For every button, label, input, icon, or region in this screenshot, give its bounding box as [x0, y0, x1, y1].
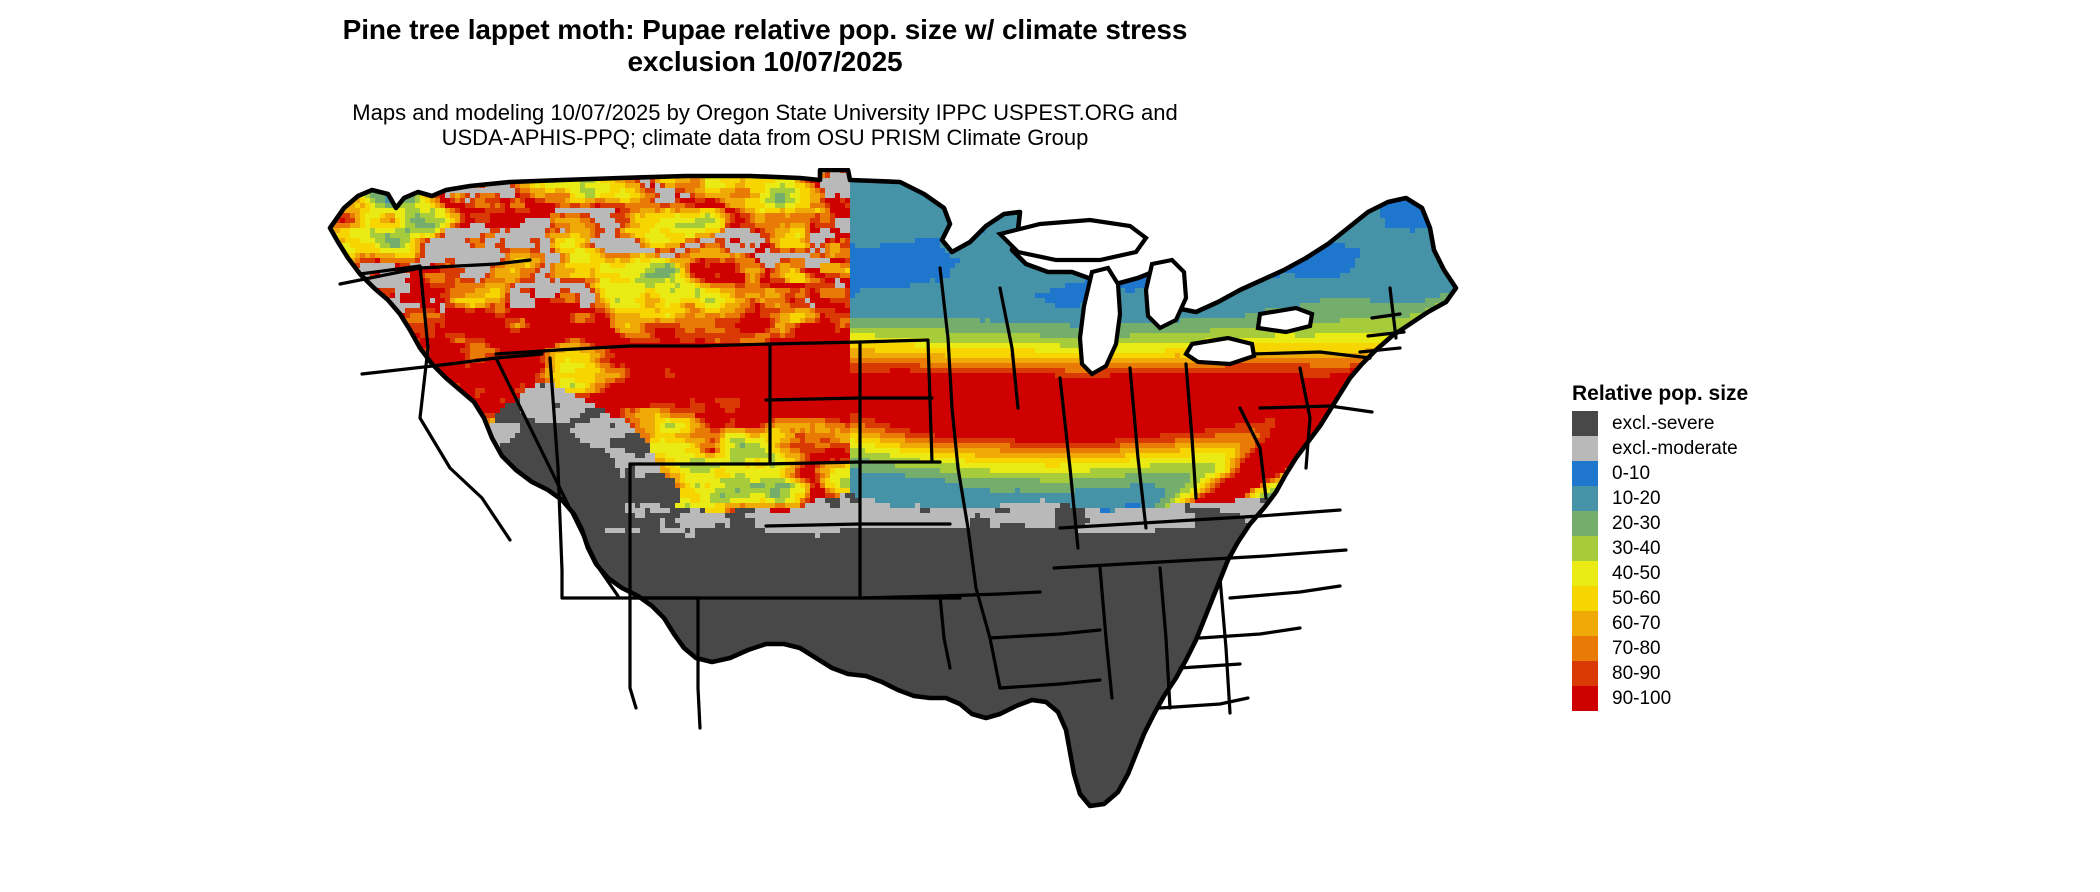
legend-label: 20-30 [1598, 514, 1661, 533]
legend-title: Relative pop. size [1572, 382, 1992, 405]
state-border [1098, 566, 1114, 700]
state-border [1298, 366, 1312, 470]
state-border [988, 628, 1102, 640]
legend-row: 80-90 [1572, 661, 1992, 687]
legend-label: 80-90 [1598, 664, 1661, 683]
legend-row: 20-30 [1572, 511, 1992, 537]
state-border [1178, 662, 1242, 670]
state-border [1370, 312, 1402, 320]
state-border [1058, 508, 1342, 530]
legend-color-swatch [1572, 636, 1598, 662]
legend-color-swatch [1572, 411, 1598, 437]
legend-row: 70-80 [1572, 636, 1992, 662]
legend-color-swatch [1572, 486, 1598, 512]
state-border [998, 286, 1020, 410]
state-border [1052, 548, 1348, 570]
state-border [628, 342, 772, 348]
legend-color-swatch [1572, 536, 1598, 562]
legend-row: 10-20 [1572, 486, 1992, 512]
state-border [548, 356, 564, 572]
state-border [358, 264, 512, 542]
legend-color-swatch [1572, 511, 1598, 537]
state-border [858, 590, 1042, 600]
page-subtitle: Maps and modeling 10/07/2025 by Oregon S… [0, 78, 1530, 150]
legend-label: 30-40 [1598, 539, 1661, 558]
legend-label: 40-50 [1598, 564, 1661, 583]
state-border [1158, 696, 1250, 710]
state-border [1250, 350, 1372, 360]
legend-label: excl.-severe [1598, 414, 1714, 433]
state-border [1198, 626, 1302, 640]
lake [1077, 265, 1123, 377]
lake [1183, 335, 1257, 367]
state-border [1358, 346, 1402, 354]
state-border [1058, 376, 1080, 550]
state-border [1228, 584, 1342, 600]
page-title: Pine tree lappet moth: Pupae relative po… [0, 14, 1530, 78]
legend-rows: excl.-severe excl.-moderate 0-10 10-20 20-30… [1572, 411, 1992, 712]
lake [1143, 257, 1189, 331]
legend-row: excl.-severe [1572, 411, 1992, 437]
state-border [494, 344, 632, 356]
legend: Relative pop. size excl.-severe excl.-mod… [1572, 382, 1992, 712]
legend-row: 50-60 [1572, 586, 1992, 612]
title-block: Pine tree lappet moth: Pupae relative po… [0, 14, 1530, 150]
state-border [360, 352, 544, 376]
state-border [696, 596, 702, 730]
state-border [938, 594, 952, 670]
state-border [926, 338, 934, 464]
legend-label: 90-100 [1598, 689, 1671, 708]
great-lakes [995, 217, 1315, 377]
legend-label: excl.-moderate [1598, 439, 1738, 458]
state-border [938, 266, 1002, 690]
national-outline [327, 168, 1459, 809]
legend-label: 70-80 [1598, 639, 1661, 658]
state-border [628, 596, 638, 710]
lake [995, 217, 1149, 263]
legend-color-swatch [1572, 661, 1598, 687]
legend-color-swatch [1572, 461, 1598, 487]
legend-row: 60-70 [1572, 611, 1992, 637]
legend-color-swatch [1572, 611, 1598, 637]
state-border [338, 258, 532, 286]
legend-row: 30-40 [1572, 536, 1992, 562]
legend-row: 40-50 [1572, 561, 1992, 587]
state-border [1218, 576, 1232, 715]
legend-color-swatch [1572, 561, 1598, 587]
state-border [1238, 406, 1268, 500]
state-border [998, 678, 1102, 690]
legend-color-swatch [1572, 686, 1598, 712]
state-border [1184, 362, 1198, 500]
state-border [1128, 366, 1148, 530]
legend-label: 60-70 [1598, 614, 1661, 633]
state-border [1158, 566, 1172, 710]
legend-row: 0-10 [1572, 461, 1992, 487]
us-choropleth-map [300, 168, 1550, 868]
legend-color-swatch [1572, 586, 1598, 612]
legend-label: 50-60 [1598, 589, 1661, 608]
nation-border [327, 168, 1459, 809]
legend-row: 90-100 [1572, 686, 1992, 712]
legend-label: 0-10 [1598, 464, 1650, 483]
legend-row: excl.-moderate [1572, 436, 1992, 462]
map-svg [300, 168, 1550, 868]
state-border [1388, 286, 1398, 340]
legend-color-swatch [1572, 436, 1598, 462]
lake [1255, 305, 1315, 335]
legend-label: 10-20 [1598, 489, 1661, 508]
